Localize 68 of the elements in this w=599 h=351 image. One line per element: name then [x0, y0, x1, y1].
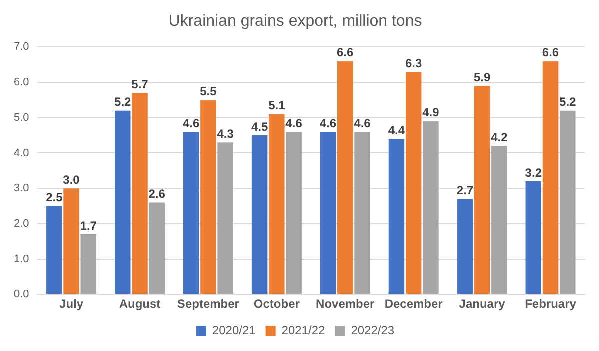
chart-title: Ukrainian grains export, million tons — [168, 13, 422, 30]
data-label: 5.2 — [114, 95, 132, 110]
bar — [64, 188, 80, 294]
x-tick-label: December — [384, 297, 444, 312]
x-tick-label: September — [177, 297, 240, 312]
bar — [218, 142, 234, 294]
y-tick-label: 7.0 — [14, 41, 30, 54]
bar — [560, 110, 576, 294]
bar — [200, 100, 216, 294]
data-label: 4.3 — [217, 126, 234, 141]
y-tick-label: 4.0 — [14, 147, 30, 160]
bar — [542, 61, 559, 294]
bar — [492, 146, 508, 294]
x-tick-label: October — [254, 297, 300, 312]
data-label: 4.6 — [354, 116, 372, 130]
bar — [423, 121, 439, 294]
data-label: 4.9 — [422, 106, 440, 120]
y-tick-label: 2.0 — [14, 218, 30, 230]
data-label: 6.3 — [405, 56, 423, 70]
bar — [286, 132, 302, 294]
bar — [457, 199, 474, 294]
bar — [338, 61, 354, 294]
x-tick-label: February — [525, 297, 577, 312]
data-label: 1.7 — [80, 218, 98, 233]
y-tick-label: 6.0 — [14, 76, 30, 89]
bar — [388, 139, 405, 294]
data-label: 2.6 — [148, 187, 166, 202]
bar — [406, 72, 422, 294]
data-label: 5.7 — [132, 77, 149, 92]
data-label: 5.5 — [200, 84, 218, 99]
data-label: 3.0 — [63, 172, 80, 187]
data-label: 4.5 — [251, 120, 268, 134]
bar — [526, 182, 542, 294]
bar — [269, 114, 285, 294]
legend-label: 2021/22 — [282, 323, 326, 338]
y-tick-label: 0.0 — [14, 288, 30, 301]
x-tick-label: November — [316, 297, 376, 312]
bar — [320, 132, 336, 294]
bar — [46, 206, 62, 294]
data-label: 4.2 — [491, 130, 508, 144]
legend-label: 2022/23 — [351, 323, 395, 338]
data-label: 5.1 — [268, 98, 286, 113]
data-label: 3.2 — [525, 166, 542, 180]
bar — [183, 132, 200, 294]
y-tick-label: 5.0 — [14, 112, 30, 124]
bar — [474, 86, 490, 294]
bar — [354, 132, 370, 294]
data-label: 4.6 — [286, 116, 303, 130]
data-label: 5.2 — [560, 95, 577, 110]
data-label: 4.6 — [320, 116, 337, 130]
data-label: 6.6 — [542, 46, 560, 60]
bar — [80, 234, 97, 294]
bar — [132, 93, 148, 294]
x-tick-label: July — [60, 297, 84, 312]
x-tick-label: January — [459, 297, 506, 312]
data-label: 4.4 — [388, 123, 406, 138]
data-label: 4.6 — [182, 116, 200, 130]
y-tick-label: 3.0 — [14, 182, 30, 195]
bar — [252, 136, 268, 294]
bar — [149, 202, 165, 294]
data-label: 2.5 — [46, 190, 64, 205]
x-tick-label: August — [119, 297, 161, 312]
data-label: 6.6 — [337, 46, 354, 60]
data-label: 2.7 — [456, 183, 474, 198]
y-tick-label: 1.0 — [14, 253, 30, 266]
legend-label: 2020/21 — [212, 323, 256, 338]
data-label: 5.9 — [474, 70, 491, 84]
bar — [115, 110, 131, 294]
